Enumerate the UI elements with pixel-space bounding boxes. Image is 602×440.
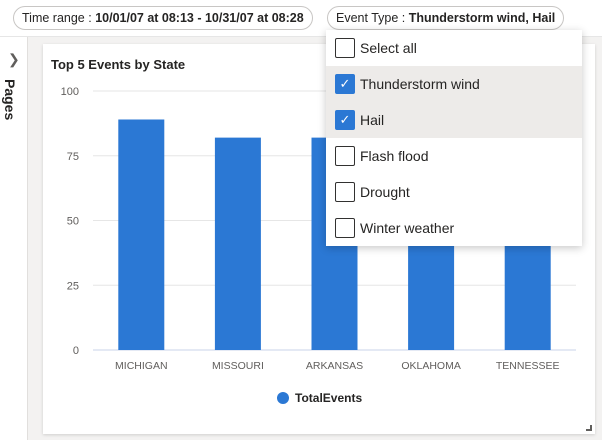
checkbox-icon[interactable] xyxy=(335,182,355,202)
y-tick-label: 75 xyxy=(67,151,79,163)
x-tick-label: MICHIGAN xyxy=(115,360,168,372)
option-label: Select all xyxy=(360,40,417,56)
pages-label: Pages xyxy=(2,79,18,121)
checkbox-icon[interactable] xyxy=(335,146,355,166)
dropdown-option[interactable]: Drought xyxy=(326,174,582,210)
bar-missouri[interactable] xyxy=(214,137,261,350)
checkbox-checked-icon[interactable]: ✓ xyxy=(335,74,355,94)
chevron-right-icon[interactable]: ❯ xyxy=(8,51,20,67)
option-label: Drought xyxy=(360,184,410,200)
time-range-label: Time range : xyxy=(22,11,96,25)
legend-marker-icon xyxy=(277,392,289,404)
x-tick-label: MISSOURI xyxy=(212,360,264,372)
event-type-label: Event Type : xyxy=(336,11,409,25)
pages-panel[interactable]: ❯ Pages xyxy=(0,37,28,440)
y-tick-label: 0 xyxy=(73,345,79,357)
dropdown-option[interactable]: ✓ Thunderstorm wind xyxy=(326,66,582,102)
chart-title: Top 5 Events by State xyxy=(51,57,186,72)
y-tick-label: 100 xyxy=(61,86,79,98)
filter-bar: Time range : 10/01/07 at 08:13 - 10/31/0… xyxy=(0,0,602,37)
option-label: Winter weather xyxy=(360,220,455,236)
resize-handle-icon[interactable] xyxy=(586,425,592,431)
dropdown-option[interactable]: Flash flood xyxy=(326,138,582,174)
option-label: Flash flood xyxy=(360,148,429,164)
time-range-value: 10/01/07 at 08:13 - 10/31/07 at 08:28 xyxy=(95,11,304,25)
option-label: Thunderstorm wind xyxy=(360,76,480,92)
dropdown-option[interactable]: Select all xyxy=(326,30,582,66)
checkbox-icon[interactable] xyxy=(335,38,355,58)
event-type-dropdown: Select all ✓ Thunderstorm wind ✓ Hail Flash f… xyxy=(326,30,582,246)
x-tick-label: OKLAHOMA xyxy=(401,360,461,372)
event-type-value: Thunderstorm wind, Hail xyxy=(408,11,556,25)
y-tick-label: 25 xyxy=(67,280,79,292)
y-tick-label: 50 xyxy=(67,216,79,228)
bar-chart: 0 25 50 75 100 MICHIGAN MISSOURI ARKANSAS OKLAHO… xyxy=(61,86,576,405)
dropdown-option[interactable]: Winter weather xyxy=(326,210,582,246)
x-tick-label: TENNESSEE xyxy=(496,360,560,372)
dropdown-option[interactable]: ✓ Hail xyxy=(326,102,582,138)
bar-michigan[interactable] xyxy=(118,119,165,351)
checkbox-icon[interactable] xyxy=(335,218,355,238)
checkbox-checked-icon[interactable]: ✓ xyxy=(335,110,355,130)
event-type-filter[interactable]: Event Type : Thunderstorm wind, Hail xyxy=(327,6,565,30)
legend-label[interactable]: TotalEvents xyxy=(295,391,362,405)
option-label: Hail xyxy=(360,112,385,128)
x-tick-label: ARKANSAS xyxy=(306,360,363,372)
time-range-filter[interactable]: Time range : 10/01/07 at 08:13 - 10/31/0… xyxy=(13,6,313,30)
